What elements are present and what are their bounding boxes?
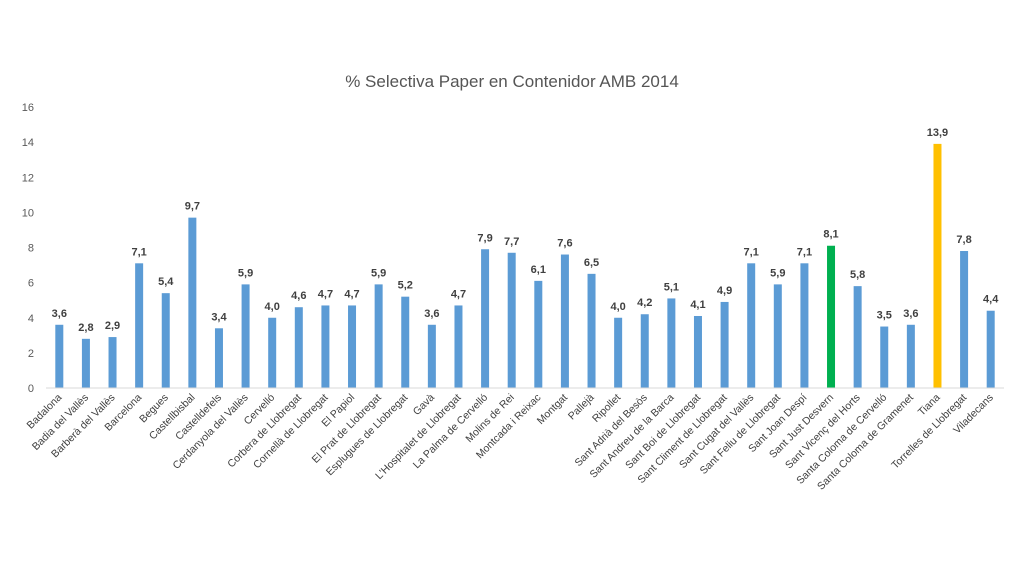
y-tick-label: 8 <box>28 243 34 255</box>
bar <box>454 305 463 388</box>
bar <box>214 328 223 388</box>
bar <box>161 293 170 388</box>
data-label: 3,5 <box>877 310 892 322</box>
bar <box>720 301 729 388</box>
data-label: 7,1 <box>797 246 812 258</box>
data-label: 3,6 <box>52 308 67 320</box>
bar <box>321 305 330 388</box>
bar <box>587 273 596 388</box>
data-label: 4,0 <box>610 301 625 313</box>
bar <box>880 326 889 388</box>
data-label: 4,7 <box>344 288 359 300</box>
data-label: 5,9 <box>238 267 253 279</box>
bar <box>401 296 410 388</box>
y-tick-label: 4 <box>28 313 34 325</box>
data-label: 4,0 <box>265 301 280 313</box>
bar <box>241 284 250 388</box>
bar <box>481 249 490 388</box>
data-label: 3,4 <box>211 311 227 323</box>
data-label: 4,7 <box>451 288 466 300</box>
data-label: 4,2 <box>637 297 652 309</box>
data-label: 9,7 <box>185 201 200 213</box>
bar <box>747 263 756 388</box>
y-tick-label: 12 <box>22 172 34 184</box>
data-label: 4,7 <box>318 288 333 300</box>
y-tick-label: 10 <box>22 207 34 219</box>
data-label: 5,9 <box>770 267 785 279</box>
data-label: 5,4 <box>158 276 174 288</box>
bar <box>294 307 303 388</box>
data-label: 7,1 <box>744 246 759 258</box>
data-label: 4,4 <box>983 294 999 306</box>
data-label: 6,5 <box>584 257 599 269</box>
data-label: 7,7 <box>504 236 519 248</box>
bar <box>827 245 836 388</box>
bar <box>693 315 702 388</box>
bar <box>560 254 569 388</box>
bar <box>427 324 436 388</box>
bar <box>800 263 809 388</box>
data-labels: 3,6 2,8 2,9 7,1 5,4 9,7 3,4 5,9 4,0 4,6 4,7 4,7 5,9 5… <box>52 127 1000 334</box>
chart-title: % Selectiva Paper en Contenidor AMB 2014 <box>345 72 679 91</box>
bar <box>81 338 90 388</box>
bar <box>507 252 516 388</box>
data-label: 5,8 <box>850 269 865 281</box>
bar <box>933 143 942 388</box>
bar <box>55 324 64 388</box>
data-label: 5,2 <box>398 280 413 292</box>
bar <box>348 305 357 388</box>
bar <box>853 286 862 388</box>
data-label: 4,9 <box>717 285 732 297</box>
data-label: 13,9 <box>927 127 948 139</box>
y-axis: 0 2 4 6 8 10 12 14 16 <box>22 102 34 395</box>
bar <box>986 310 995 388</box>
data-label: 7,1 <box>131 246 146 258</box>
y-tick-label: 2 <box>28 348 34 360</box>
data-label: 5,1 <box>664 281 679 293</box>
bar <box>135 263 144 388</box>
bar <box>960 251 969 388</box>
bar <box>534 280 543 388</box>
bar <box>906 324 915 388</box>
data-label: 3,6 <box>903 308 918 320</box>
y-tick-label: 0 <box>28 383 34 395</box>
y-tick-label: 14 <box>22 137 34 149</box>
data-label: 8,1 <box>823 229 838 241</box>
data-label: 3,6 <box>424 308 439 320</box>
bar <box>640 314 649 388</box>
data-label: 6,1 <box>531 264 546 276</box>
data-label: 2,9 <box>105 320 120 332</box>
bar <box>374 284 383 388</box>
y-tick-label: 16 <box>22 102 34 114</box>
bar <box>614 317 623 388</box>
data-label: 5,9 <box>371 267 386 279</box>
bar <box>188 217 197 388</box>
data-label: 4,1 <box>690 299 705 311</box>
bar <box>268 317 277 388</box>
data-label: 7,6 <box>557 238 572 250</box>
data-label: 2,8 <box>78 322 93 334</box>
data-label: 4,6 <box>291 290 306 302</box>
y-tick-label: 6 <box>28 278 34 290</box>
data-label: 7,9 <box>477 232 492 244</box>
bar-series <box>55 143 995 388</box>
data-label: 7,8 <box>956 234 971 246</box>
bar <box>773 284 782 388</box>
bar <box>108 337 117 388</box>
bar <box>667 298 676 388</box>
